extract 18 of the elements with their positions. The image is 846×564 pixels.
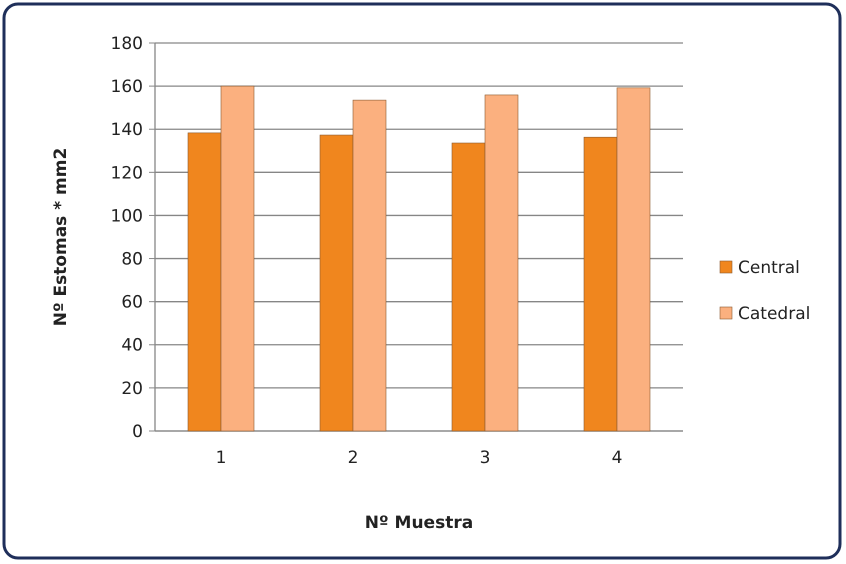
x-axis-title: Nº Muestra: [364, 513, 474, 533]
y-tick-label: 60: [121, 292, 143, 313]
legend-label: Catedral: [738, 304, 810, 324]
y-tick-label: 0: [132, 422, 143, 442]
y-tick-label: 160: [110, 77, 143, 98]
y-tick-label: 40: [121, 336, 143, 356]
x-tick-label: 3: [480, 448, 490, 468]
y-tick-label: 20: [121, 378, 143, 399]
x-tick-label: 2: [348, 448, 358, 468]
y-tick-label: 80: [121, 250, 143, 270]
y-tick-label: 100: [110, 206, 143, 226]
y-tick-label: 120: [110, 163, 143, 184]
legend-label: Central: [738, 258, 800, 278]
y-tick-label: 140: [110, 120, 143, 140]
y-axis-title: Nº Estomas * mm2: [51, 148, 71, 326]
y-tick-label: 180: [110, 34, 143, 54]
x-tick-label: 1: [216, 448, 226, 468]
x-tick-label: 4: [612, 448, 622, 468]
